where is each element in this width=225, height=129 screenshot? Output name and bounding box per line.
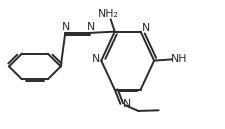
Text: NH₂: NH₂ xyxy=(98,9,118,19)
Text: N: N xyxy=(142,23,150,33)
Text: N: N xyxy=(62,22,70,32)
Text: N: N xyxy=(87,22,95,32)
Text: N: N xyxy=(92,54,100,64)
Text: N: N xyxy=(123,99,131,110)
Text: NH: NH xyxy=(171,54,187,64)
